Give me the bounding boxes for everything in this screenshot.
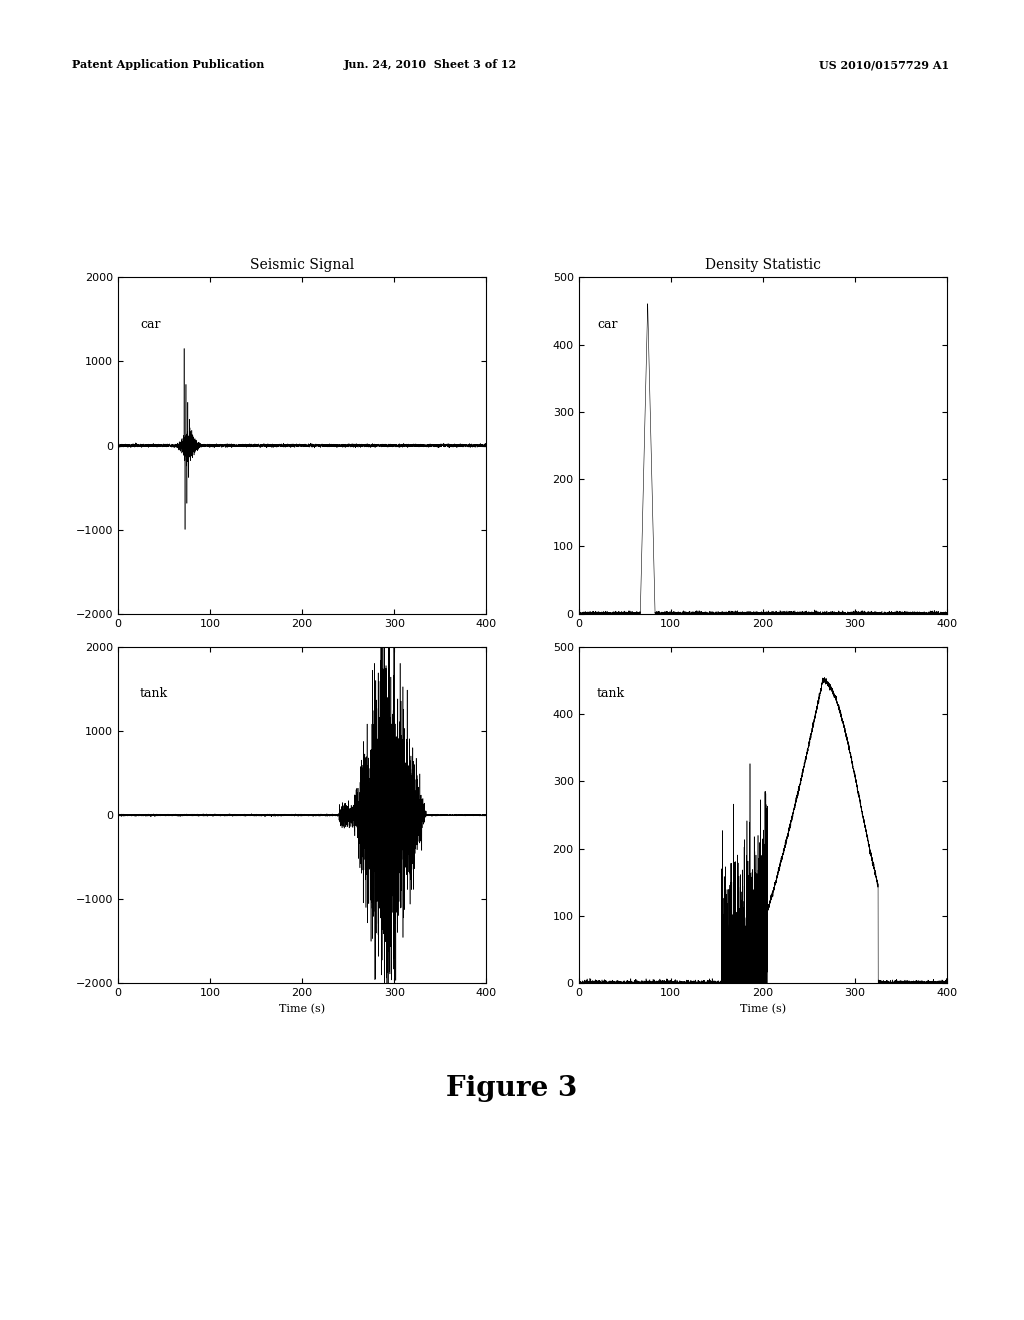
X-axis label: Time (s): Time (s)	[739, 1003, 786, 1014]
Title: Density Statistic: Density Statistic	[705, 257, 821, 272]
Text: tank: tank	[597, 688, 625, 700]
X-axis label: Time (s): Time (s)	[279, 1003, 326, 1014]
Text: car: car	[140, 318, 161, 330]
Text: Jun. 24, 2010  Sheet 3 of 12: Jun. 24, 2010 Sheet 3 of 12	[343, 59, 517, 70]
Title: Seismic Signal: Seismic Signal	[250, 257, 354, 272]
Text: tank: tank	[140, 688, 168, 700]
Text: US 2010/0157729 A1: US 2010/0157729 A1	[819, 59, 949, 70]
Text: Patent Application Publication: Patent Application Publication	[72, 59, 264, 70]
Text: Figure 3: Figure 3	[446, 1076, 578, 1102]
Text: car: car	[597, 318, 617, 330]
